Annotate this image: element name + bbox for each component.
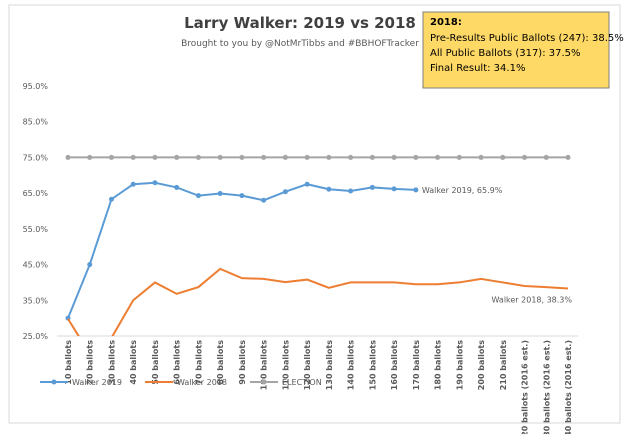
series-marker	[522, 154, 528, 160]
series-marker	[87, 154, 93, 160]
x-tick-label: 50 ballots	[151, 340, 160, 385]
note-text: Final Result: 34.1%	[430, 63, 525, 74]
series-marker	[239, 193, 245, 199]
x-tick-label: 210 ballots	[499, 340, 508, 390]
series-marker	[500, 154, 506, 160]
note-box	[422, 11, 610, 89]
series-marker	[369, 184, 375, 190]
legend-label: ELECTION	[282, 378, 322, 387]
y-tick-label: 35.0%	[23, 296, 49, 305]
x-tick-label: 60 ballots	[173, 340, 182, 385]
series-marker	[348, 188, 354, 194]
legend-label: Walker 2018	[177, 378, 227, 387]
series-marker	[348, 154, 354, 160]
x-tick-label: 190 ballots	[455, 340, 464, 390]
x-tick-label: 100 ballots	[260, 340, 269, 390]
x-tick-label: 130 ballots	[325, 340, 334, 390]
series-marker	[282, 189, 288, 195]
series-marker	[304, 181, 310, 187]
x-tick-label: 120 ballots	[303, 340, 312, 390]
series-marker	[152, 180, 158, 186]
y-tick-label: 85.0%	[23, 118, 49, 127]
note-text: 2018:	[430, 17, 462, 28]
y-tick-label: 65.0%	[23, 189, 49, 198]
series-marker	[391, 154, 397, 160]
x-tick-label: 70 ballots	[194, 340, 203, 385]
x-tick-label: 200 ballots	[477, 340, 486, 390]
x-tick-label: 80 ballots	[216, 340, 225, 385]
note-text: Pre-Results Public Ballots (247): 38.5%	[430, 33, 624, 44]
series-marker	[261, 197, 267, 203]
plot-area	[65, 154, 571, 336]
y-tick-label: 45.0%	[23, 261, 49, 270]
series-marker	[174, 154, 180, 160]
x-tick-label: 150 ballots	[368, 340, 377, 390]
y-tick-label: 95.0%	[23, 82, 49, 91]
y-tick-label: 25.0%	[23, 332, 49, 341]
series-marker	[282, 154, 288, 160]
series-marker	[87, 262, 93, 268]
x-tick-label: 230 ballots (2016 est.)	[542, 340, 551, 434]
legend-marker	[51, 379, 57, 385]
x-tick-label: 20 ballots	[86, 340, 95, 385]
y-tick-label: 55.0%	[23, 225, 49, 234]
series-marker	[369, 154, 375, 160]
chart-title: Larry Walker: 2019 vs 2018	[184, 14, 416, 32]
series-marker	[261, 154, 267, 160]
series-marker	[195, 193, 201, 199]
series-marker	[195, 154, 201, 160]
series-marker	[413, 187, 419, 193]
legend-label: Walker 2019	[72, 378, 122, 387]
x-tick-label: 220 ballots (2016 est.)	[521, 340, 530, 434]
x-tick-label: 90 ballots	[238, 340, 247, 385]
series-marker	[130, 154, 136, 160]
x-tick-label: 170 ballots	[412, 340, 421, 390]
x-tick-label: 30 ballots	[107, 340, 116, 385]
x-tick-label: 10 ballots	[64, 340, 73, 385]
series-marker	[130, 181, 136, 187]
x-tick-label: 240 ballots (2016 est.)	[564, 340, 573, 434]
annotation: Walker 2019, 65.9%	[422, 186, 503, 195]
x-tick-label: 40 ballots	[129, 340, 138, 385]
series-marker	[152, 154, 158, 160]
x-tick-label: 110 ballots	[281, 340, 290, 390]
series-marker	[326, 154, 332, 160]
series-marker	[304, 154, 310, 160]
series-marker	[65, 154, 71, 160]
annotation: Walker 2018, 38.3%	[492, 296, 573, 305]
x-tick-label: 180 ballots	[434, 340, 443, 390]
chart-subtitle: Brought to you by @NotMrTibbs and #BBHOF…	[181, 39, 419, 49]
series-marker	[326, 186, 332, 192]
legend-marker	[261, 379, 267, 385]
series-marker	[391, 186, 397, 192]
series-marker	[413, 154, 419, 160]
series-line	[67, 267, 569, 336]
series-marker	[565, 154, 571, 160]
series-marker	[108, 196, 114, 202]
y-tick-label: 75.0%	[23, 153, 49, 162]
series-marker	[478, 154, 484, 160]
x-tick-label: 160 ballots	[390, 340, 399, 390]
series-marker	[108, 154, 114, 160]
series-marker	[543, 154, 549, 160]
note-text: All Public Ballots (317): 37.5%	[430, 48, 581, 59]
series-marker	[217, 154, 223, 160]
series-marker	[435, 154, 441, 160]
series-marker	[239, 154, 245, 160]
series-marker	[217, 191, 223, 196]
x-tick-label: 140 ballots	[347, 340, 356, 390]
series-marker	[174, 184, 180, 190]
series-marker	[456, 154, 462, 160]
